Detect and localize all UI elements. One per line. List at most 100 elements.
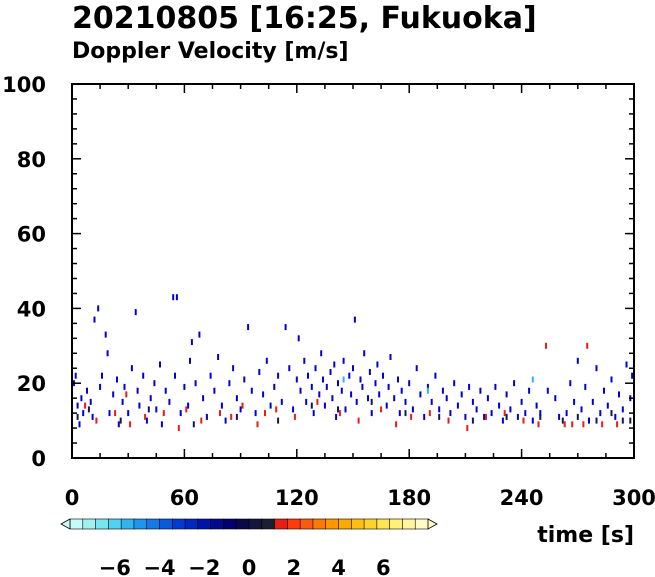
y-tick-label: 40 [17, 297, 46, 321]
data-point [531, 376, 534, 383]
colorbar-swatch [248, 518, 263, 530]
data-point [155, 406, 158, 413]
data-point [524, 410, 527, 417]
data-point [505, 391, 508, 398]
colorbar-swatch [402, 518, 416, 530]
data-point [352, 365, 354, 372]
data-point [149, 395, 152, 402]
data-point [400, 387, 403, 394]
data-point [348, 372, 351, 379]
data-point [353, 316, 356, 323]
colorbar-swatch [108, 518, 122, 530]
data-point [483, 413, 486, 420]
chart-subtitle: Doppler Velocity [m/s] [72, 39, 349, 64]
data-point [280, 398, 283, 405]
data-point [125, 391, 128, 398]
data-point [310, 402, 313, 409]
data-point [316, 398, 319, 405]
data-point [322, 376, 324, 383]
y-tick-label: 80 [17, 148, 46, 172]
data-point [629, 417, 632, 424]
data-point [378, 391, 381, 398]
data-point [121, 398, 124, 405]
data-point [190, 339, 193, 346]
data-point [503, 410, 506, 417]
x-tick-label: 0 [65, 486, 80, 510]
x-axis-label: time [s] [537, 523, 634, 548]
data-point [305, 398, 308, 405]
data-point [614, 413, 617, 420]
colorbar [60, 518, 438, 530]
colorbar-tick-label: 6 [376, 556, 391, 577]
colorbar-swatch [363, 518, 378, 530]
data-point [447, 417, 450, 424]
x-tick-label: 120 [275, 486, 319, 510]
colorbar-swatch [414, 518, 429, 530]
data-point [520, 398, 523, 405]
data-point [445, 395, 448, 402]
data-point [456, 402, 459, 409]
data-point [329, 369, 332, 375]
x-tick-label: 60 [170, 486, 199, 510]
colorbar-swatch [171, 518, 186, 530]
colorbar-swatch [210, 518, 225, 530]
data-point [323, 402, 326, 409]
colorbar-tick-label: 4 [331, 556, 346, 577]
data-point [209, 372, 212, 379]
chart-title: 20210805 [16:25, Fukuoka] [72, 1, 537, 36]
data-point [297, 335, 300, 342]
data-point [192, 421, 195, 428]
data-point [127, 410, 130, 417]
colorbar-swatch [133, 518, 148, 530]
data-point [337, 406, 339, 413]
colorbar-swatch [120, 518, 135, 530]
data-point [213, 387, 216, 394]
colorbar-tick-label: −4 [143, 556, 175, 577]
data-point [621, 406, 624, 413]
data-point [558, 413, 561, 420]
colorbar-swatch [261, 518, 276, 530]
data-point [419, 391, 422, 398]
data-point [342, 376, 345, 383]
y-tick-label: 100 [2, 73, 46, 97]
data-point [235, 395, 238, 402]
data-point [269, 402, 272, 409]
y-tick-label: 0 [31, 447, 46, 471]
data-point [582, 421, 585, 428]
data-point [513, 380, 516, 387]
data-point [537, 421, 540, 428]
colorbar-swatch [376, 518, 391, 530]
data-point [82, 410, 85, 417]
data-point [177, 425, 180, 432]
data-point [220, 402, 223, 409]
colorbar-swatch [69, 518, 84, 530]
colorbar-swatch [287, 518, 301, 530]
data-point [134, 309, 137, 316]
x-tick-label: 240 [500, 486, 544, 510]
data-point [595, 365, 598, 372]
colorbar-swatch [95, 518, 109, 530]
data-point [76, 402, 79, 409]
colorbar-swatch [350, 518, 365, 530]
data-point [101, 372, 103, 379]
data-point [310, 383, 313, 390]
colorbar-swatch [274, 518, 288, 530]
data-point [554, 395, 557, 402]
colorbar-swatch [197, 518, 212, 530]
data-point [183, 383, 186, 390]
data-point [389, 354, 392, 360]
data-point [464, 413, 467, 420]
colorbar-high-arrow [427, 518, 438, 530]
data-point [531, 417, 534, 424]
data-point [104, 331, 107, 338]
colorbar-swatch [299, 518, 314, 530]
data-point [498, 402, 501, 409]
data-point [397, 376, 399, 383]
data-point [162, 410, 165, 417]
data-point [200, 417, 203, 424]
data-point [584, 383, 587, 390]
colorbar-swatch [312, 518, 327, 530]
data-point [423, 413, 426, 420]
data-point [591, 398, 594, 405]
data-point [486, 395, 489, 402]
